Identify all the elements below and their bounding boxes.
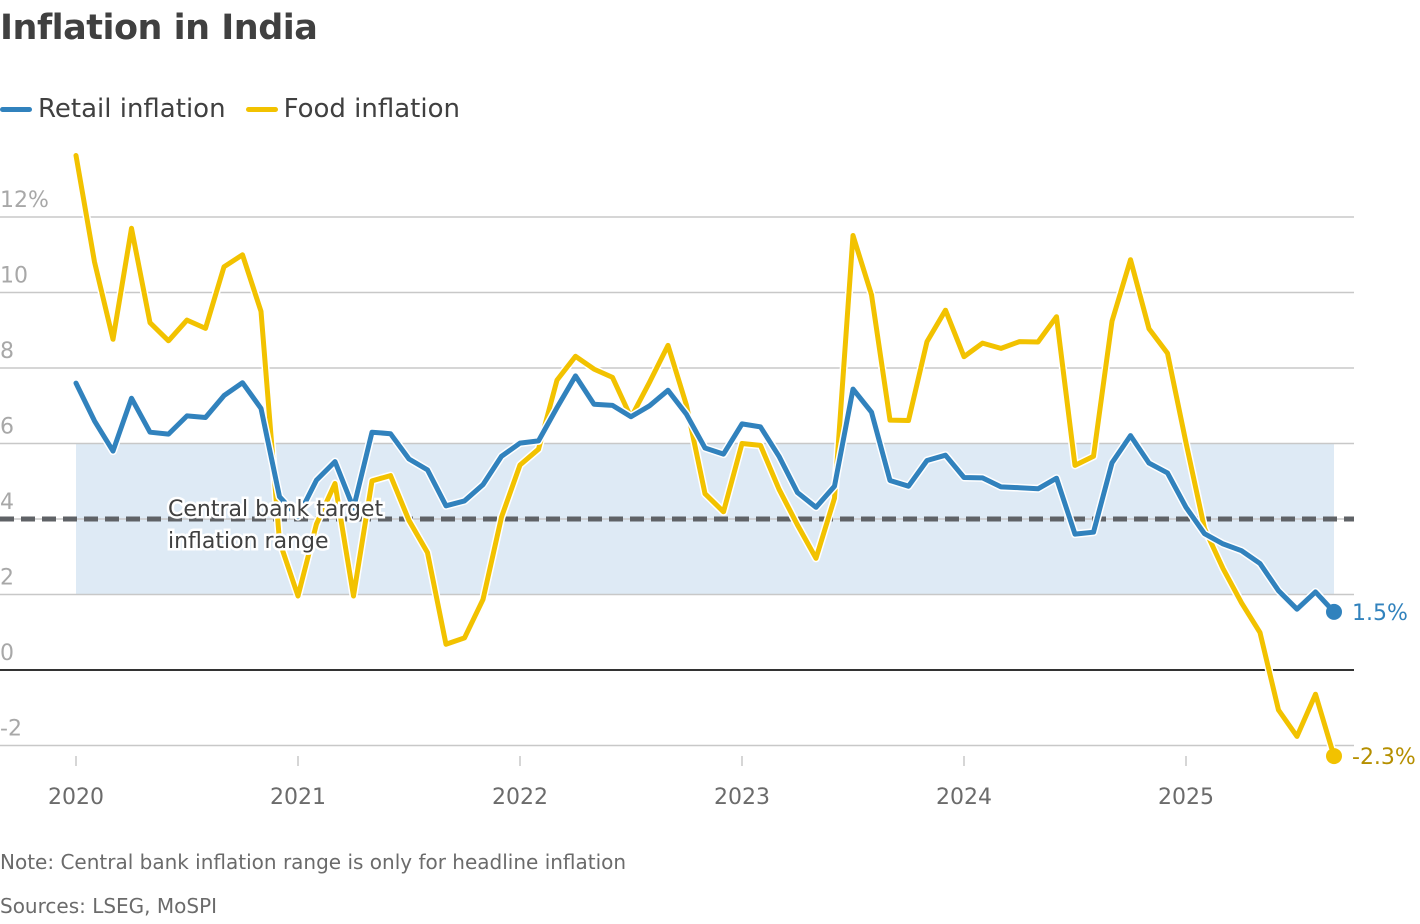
chart-title: Inflation in India xyxy=(0,8,318,48)
retail-inflation-end-marker xyxy=(1326,603,1342,620)
food-inflation-end-marker xyxy=(1326,748,1342,765)
food-inflation-end-label: -2.3% xyxy=(1352,745,1416,770)
x-tick-label: 2025 xyxy=(1158,785,1214,810)
legend-item-food: Food inflation xyxy=(245,94,460,124)
x-tick-label: 2022 xyxy=(492,785,548,810)
x-tick-label: 2021 xyxy=(270,785,326,810)
y-tick-label: -2 xyxy=(0,717,22,742)
retail-inflation-line xyxy=(73,373,1337,615)
legend-swatch-retail xyxy=(0,106,32,112)
legend-label-retail: Retail inflation xyxy=(38,94,226,124)
y-tick-label: 2 xyxy=(0,566,14,591)
y-tick-label: 6 xyxy=(0,415,14,440)
y-tick-label: 4 xyxy=(0,490,14,515)
x-tick-label: 2024 xyxy=(936,785,992,810)
legend-label-food: Food inflation xyxy=(283,94,460,124)
footer-note: Note: Central bank inflation range is on… xyxy=(0,850,627,874)
footer-sources: Sources: LSEG, MoSPI xyxy=(0,894,218,918)
y-tick-label: 10 xyxy=(0,264,28,289)
annotation-line1: Central bank target xyxy=(168,497,383,522)
x-tick-label: 2020 xyxy=(48,785,104,810)
legend: Retail inflation Food inflation xyxy=(0,94,480,124)
y-tick-label: 0 xyxy=(0,641,14,666)
retail-inflation-end-label: 1.5% xyxy=(1352,601,1408,626)
x-tick-label: 2023 xyxy=(714,785,770,810)
annotation-line2: inflation range xyxy=(168,529,329,554)
legend-item-retail: Retail inflation xyxy=(0,94,226,124)
y-tick-label: 12% xyxy=(0,188,49,213)
y-tick-label: 8 xyxy=(0,339,14,364)
legend-swatch-food xyxy=(245,106,278,112)
